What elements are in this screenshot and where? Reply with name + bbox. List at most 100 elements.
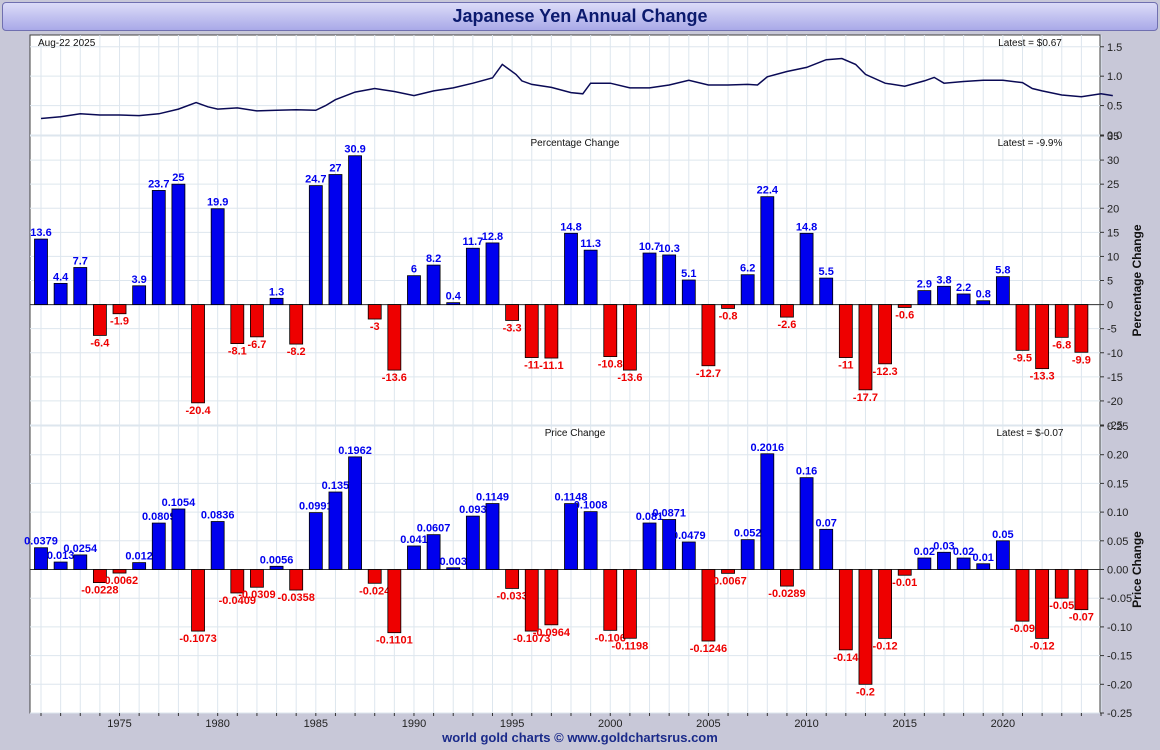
data-label-percentage: -11 bbox=[838, 360, 853, 372]
chart-title: Japanese Yen Annual Change bbox=[452, 6, 708, 26]
bar-percentage bbox=[387, 304, 402, 371]
x-tick-label: 1985 bbox=[304, 718, 328, 730]
bar-percentage bbox=[976, 300, 991, 305]
data-label-price: 0.135 bbox=[322, 480, 350, 492]
bar-percentage bbox=[583, 249, 598, 305]
bar-price bbox=[917, 557, 932, 570]
y-tick-label: 0.15 bbox=[1107, 478, 1128, 490]
data-label-percentage: 0.4 bbox=[446, 291, 462, 303]
bar-percentage bbox=[681, 279, 696, 305]
data-label-price: 0.1008 bbox=[574, 500, 608, 512]
data-label-percentage: 2.9 bbox=[917, 279, 932, 291]
bar-price bbox=[937, 551, 951, 570]
bar-percentage bbox=[308, 185, 323, 305]
data-label-percentage: 13.6 bbox=[30, 227, 51, 239]
data-label-percentage: 14.8 bbox=[560, 221, 581, 233]
panel-background bbox=[29, 34, 1101, 136]
data-label-percentage: -11.1 bbox=[539, 360, 563, 372]
data-label-percentage: 24.7 bbox=[305, 174, 326, 186]
data-label-price: -0.1073 bbox=[179, 633, 216, 645]
bar-price bbox=[73, 554, 88, 570]
bar-price bbox=[112, 569, 127, 574]
bar-price bbox=[151, 522, 166, 570]
data-label-percentage: -10.8 bbox=[598, 359, 623, 371]
data-label-percentage: 6 bbox=[411, 264, 417, 276]
bar-percentage bbox=[937, 285, 951, 305]
y-tick-label: 15 bbox=[1107, 227, 1119, 239]
data-label-percentage: -12.7 bbox=[696, 368, 721, 380]
data-label-price: -0.09 bbox=[1010, 623, 1035, 635]
data-label-percentage: -6.4 bbox=[90, 337, 110, 349]
data-label-percentage: 12.8 bbox=[482, 231, 503, 243]
data-label-percentage: 0.8 bbox=[976, 289, 991, 301]
bar-price bbox=[1054, 569, 1069, 599]
data-label-price: -0.1101 bbox=[376, 635, 413, 647]
bar-price bbox=[367, 569, 382, 584]
panel-title-price: Price Change bbox=[545, 428, 606, 439]
bar-percentage bbox=[1015, 304, 1030, 351]
bar-percentage bbox=[485, 242, 500, 305]
bar-price bbox=[34, 547, 48, 570]
y-tick-label: -25 bbox=[1107, 420, 1123, 432]
bar-price bbox=[976, 563, 991, 570]
data-label-price: -0.07 bbox=[1069, 612, 1094, 624]
data-label-price: 0.0836 bbox=[201, 510, 235, 522]
bar-price bbox=[210, 521, 225, 570]
bar-percentage bbox=[956, 293, 971, 305]
data-label-price: 0.0254 bbox=[63, 543, 98, 555]
data-label-percentage: 10.3 bbox=[658, 243, 679, 255]
data-label-price: 0.0607 bbox=[417, 523, 451, 535]
bar-price bbox=[230, 569, 245, 594]
bar-percentage bbox=[701, 304, 716, 367]
data-label-percentage: 11.3 bbox=[580, 238, 601, 250]
bar-percentage bbox=[92, 304, 107, 336]
bar-price bbox=[446, 567, 461, 570]
bar-percentage bbox=[564, 232, 578, 305]
bar-percentage bbox=[897, 304, 912, 308]
bar-price bbox=[858, 569, 873, 685]
data-label-price: -0.01 bbox=[892, 577, 917, 589]
bar-price bbox=[348, 456, 362, 570]
y-tick-label: -0.05 bbox=[1107, 593, 1132, 605]
bar-price bbox=[328, 491, 343, 570]
bar-price bbox=[387, 569, 402, 634]
y-tick-label: -5 bbox=[1107, 324, 1117, 336]
data-label-price: 0.05 bbox=[992, 529, 1013, 541]
data-label-percentage: -8.1 bbox=[228, 346, 247, 358]
data-label-percentage: -6.7 bbox=[247, 339, 266, 351]
data-label-percentage: -17.7 bbox=[853, 392, 878, 404]
x-tick-label: 1980 bbox=[205, 718, 229, 730]
y-tick-label: 35 bbox=[1107, 131, 1119, 143]
bar-price bbox=[662, 519, 677, 570]
data-label-percentage: 23.7 bbox=[148, 178, 169, 190]
data-label-price: -0.05 bbox=[1049, 600, 1074, 612]
data-label-percentage: -11 bbox=[524, 360, 539, 372]
data-label-price: 0.0056 bbox=[260, 554, 294, 566]
bar-price bbox=[505, 569, 520, 589]
data-label-percentage: -3.3 bbox=[503, 322, 522, 334]
data-label-price: 0.03 bbox=[933, 540, 954, 552]
data-label-percentage: 30.9 bbox=[344, 144, 365, 156]
data-label-percentage: 14.8 bbox=[796, 221, 817, 233]
x-tick-label: 2005 bbox=[696, 718, 720, 730]
y-tick-label: -0.10 bbox=[1107, 622, 1132, 634]
bar-percentage bbox=[721, 304, 735, 309]
bar-percentage bbox=[269, 297, 284, 305]
data-label-percentage: -20.4 bbox=[186, 405, 212, 417]
bar-price bbox=[250, 569, 264, 588]
bar-price bbox=[92, 569, 107, 583]
bar-price bbox=[1074, 569, 1089, 611]
data-label-price: 0.0479 bbox=[672, 530, 706, 542]
data-label-percentage: -1.9 bbox=[110, 316, 129, 328]
y-tick-label: -0.20 bbox=[1107, 679, 1132, 691]
bar-percentage bbox=[740, 274, 755, 305]
bar-percentage bbox=[112, 304, 127, 315]
data-label-price: -0.0289 bbox=[768, 588, 805, 600]
y-tick-label: -0.25 bbox=[1107, 708, 1132, 720]
bar-percentage bbox=[760, 196, 775, 305]
bar-percentage bbox=[1074, 304, 1089, 353]
data-label-percentage: 2.2 bbox=[956, 282, 971, 294]
panel-title-percentage: Percentage Change bbox=[531, 138, 620, 149]
data-label-price: -0.0062 bbox=[101, 575, 138, 587]
bar-price bbox=[681, 541, 696, 570]
